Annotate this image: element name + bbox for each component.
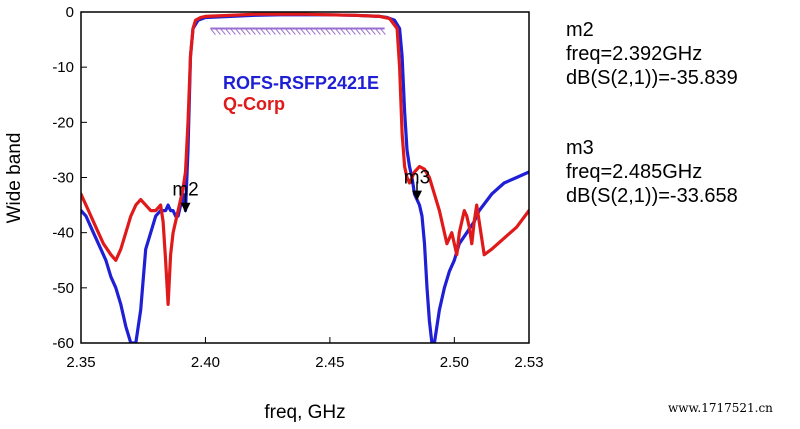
spec-mask-hatch xyxy=(235,28,241,35)
spec-mask-hatch xyxy=(370,28,376,35)
x-tick-label: 2.50 xyxy=(440,354,469,371)
series-line-1 xyxy=(81,12,529,306)
readout-m2-value: dB(S(2,1))=-35.839 xyxy=(566,67,738,89)
x-tick-label: 2.35 xyxy=(66,354,95,371)
y-axis-ticks: 0 -10 -20 -30 -40 -50 -60 xyxy=(52,4,87,352)
spec-mask-hatch xyxy=(315,28,321,35)
y-tick-label: -60 xyxy=(52,335,74,352)
spec-mask-hatch xyxy=(210,28,216,35)
spec-mask-hatch xyxy=(245,28,251,35)
plot-frame xyxy=(80,11,530,344)
spec-mask-hatch xyxy=(250,28,256,35)
marker-readout-m3: m3 freq=2.485GHz dB(S(2,1))=-33.658 xyxy=(566,136,738,208)
readout-m2-name: m2 xyxy=(566,19,594,41)
series-line-0 xyxy=(81,13,529,343)
x-tick-label: 2.40 xyxy=(191,354,220,371)
spec-mask-hatch xyxy=(360,28,366,35)
spec-mask-hatch xyxy=(355,28,361,35)
spec-mask-hatch xyxy=(305,28,311,35)
readout-m3-name: m3 xyxy=(566,137,594,159)
spec-mask-hatch xyxy=(260,28,266,35)
legend-entry-series-1: Q-Corp xyxy=(223,94,285,114)
y-tick-label: -50 xyxy=(52,280,74,297)
marker-label-m3: m3 xyxy=(404,168,430,189)
spec-mask-hatch xyxy=(340,28,346,35)
legend-entry-series-0: ROFS-RSFP2421E xyxy=(223,73,379,93)
y-axis-title: Wide band xyxy=(4,133,25,224)
spec-mask-hatch xyxy=(380,28,386,35)
readout-m3-value: dB(S(2,1))=-33.658 xyxy=(566,185,738,207)
y-tick-label: -30 xyxy=(52,170,74,187)
spec-mask-hatch xyxy=(285,28,291,35)
x-axis-ticks: 2.35 2.40 2.45 2.50 2.53 xyxy=(66,337,544,371)
spec-mask-hatch xyxy=(225,28,231,35)
x-tick-label: 2.53 xyxy=(514,354,543,371)
x-axis-title: freq, GHz xyxy=(264,402,345,423)
spec-mask-hatch xyxy=(350,28,356,35)
spec-mask-hatch xyxy=(335,28,341,35)
spec-mask-hatch xyxy=(230,28,236,35)
spec-mask-hatch xyxy=(345,28,351,35)
spec-mask-hatch xyxy=(275,28,281,35)
spec-mask-hatch xyxy=(310,28,316,35)
spec-mask-hatch xyxy=(330,28,336,35)
marker-label-m2: m2 xyxy=(172,180,198,201)
spec-mask-hatch xyxy=(270,28,276,35)
spec-mask-hatch xyxy=(215,28,221,35)
y-tick-label: 0 xyxy=(66,4,74,21)
marker-arrow-m2 xyxy=(180,202,191,213)
y-tick-label: -40 xyxy=(52,225,74,242)
spec-mask-hatch xyxy=(295,28,301,35)
marker-arrow-m3 xyxy=(412,190,422,201)
markers: m2 m3 xyxy=(172,168,430,213)
spec-mask-hatch xyxy=(325,28,331,35)
spec-mask-hatch xyxy=(290,28,296,35)
x-tick-label: 2.45 xyxy=(315,354,344,371)
spec-mask-hatch xyxy=(375,28,381,35)
spec-mask-hatch xyxy=(255,28,261,35)
watermark-text: www.1717521.cn xyxy=(668,401,773,415)
readout-m3-freq: freq=2.485GHz xyxy=(566,161,703,183)
y-tick-label: -10 xyxy=(52,59,74,76)
spec-mask-hatch xyxy=(265,28,271,35)
spec-mask-hatch xyxy=(320,28,326,35)
spec-mask-hatch xyxy=(280,28,286,35)
spec-mask-hatch xyxy=(300,28,306,35)
readout-m2-freq: freq=2.392GHz xyxy=(566,43,703,65)
spec-mask-hatch xyxy=(220,28,226,35)
spec-mask-hatch xyxy=(240,28,246,35)
spec-mask-hatch xyxy=(365,28,371,35)
y-tick-label: -20 xyxy=(52,114,74,131)
series-lines xyxy=(81,12,529,343)
marker-readout-m2: m2 freq=2.392GHz dB(S(2,1))=-35.839 xyxy=(566,18,738,90)
spec-mask xyxy=(210,27,386,35)
